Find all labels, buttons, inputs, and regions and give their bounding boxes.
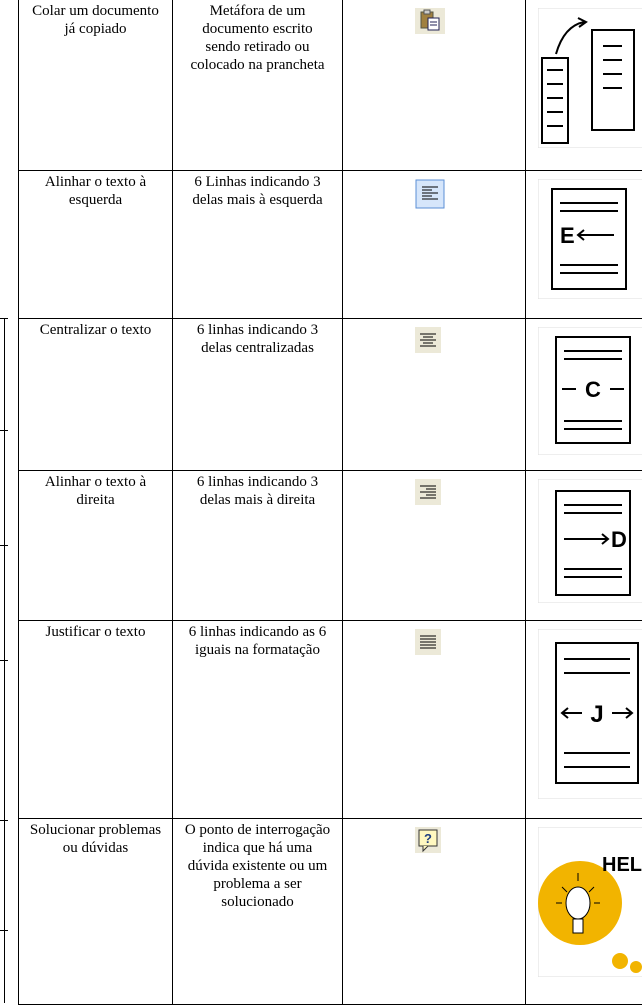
align-left-diagram: E [538, 179, 642, 299]
help-diagram: HELP [538, 827, 642, 977]
justify-diagram: J [538, 629, 642, 799]
function-cell: Colar um documento já copiado [18, 0, 173, 171]
svg-text:?: ? [424, 831, 432, 846]
diagram-label: D [611, 527, 627, 552]
function-cell: Justificar o texto [18, 620, 173, 819]
description-cell: 6 Linhas indicando 3 delas mais à esquer… [172, 170, 343, 319]
align-right-diagram: D [538, 479, 642, 603]
diagram-label: J [590, 701, 603, 728]
function-cell: Solucionar problemas ou dúvidas [18, 818, 173, 1005]
align-right-icon [415, 479, 441, 505]
justify-icon [415, 629, 441, 655]
function-cell: Alinhar o texto à esquerda [18, 170, 173, 319]
description-cell: 6 linhas indicando 3 delas mais à direit… [172, 470, 343, 621]
paste-icon [415, 8, 445, 34]
function-cell: Alinhar o texto à direita [18, 470, 173, 621]
diagram-label: HELP [602, 854, 642, 876]
tick [0, 318, 8, 319]
description-cell: O ponto de interrogação indica que há um… [172, 818, 343, 1005]
icon-table: Colar um documento já copiado Metáfora d… [18, 0, 642, 1005]
tick [0, 545, 8, 546]
tick [0, 430, 8, 431]
paste-diagram [538, 8, 642, 148]
center-icon [415, 327, 441, 353]
diagram-label: C [585, 377, 601, 402]
help-icon: ? [415, 827, 441, 853]
align-left-icon [415, 179, 445, 209]
description-cell: Metáfora de um documento escrito sendo r… [172, 0, 343, 171]
center-diagram: C [538, 327, 642, 455]
tick [0, 930, 8, 931]
diagram-label: E [560, 223, 575, 248]
function-cell: Centralizar o texto [18, 318, 173, 471]
tick [0, 820, 8, 821]
description-cell: 6 linhas indicando as 6 iguais na format… [172, 620, 343, 819]
tick [0, 660, 8, 661]
description-cell: 6 linhas indicando 3 delas centralizadas [172, 318, 343, 471]
